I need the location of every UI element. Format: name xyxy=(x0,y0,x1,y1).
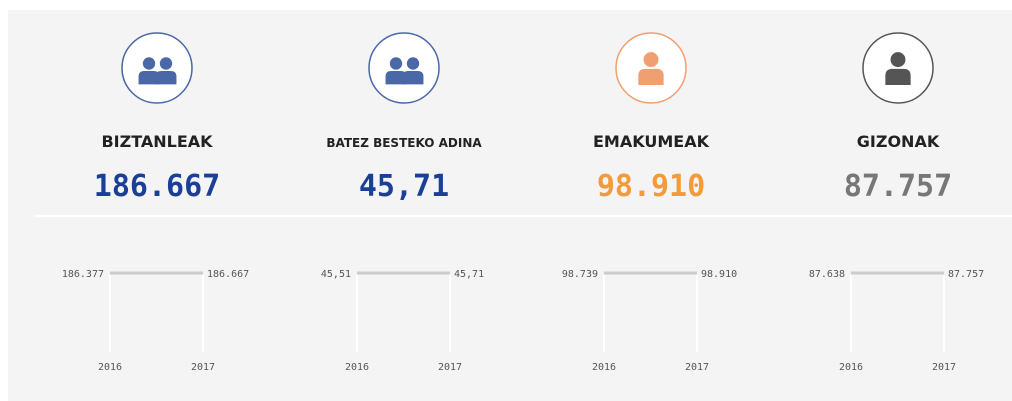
history-value: 186.667 xyxy=(207,269,249,280)
icon-body xyxy=(638,68,664,85)
icon-circle xyxy=(862,32,934,104)
card-value: 98.910 xyxy=(597,169,705,204)
card-value: 45,71 xyxy=(359,169,449,204)
icon-body xyxy=(138,71,160,85)
history-value: 186.377 xyxy=(62,269,104,280)
icon xyxy=(862,32,934,104)
history-value: 98.910 xyxy=(701,269,737,280)
history-value: 45,71 xyxy=(454,269,484,280)
icon-circle xyxy=(368,32,440,104)
icon-body xyxy=(155,71,177,85)
history-year: 2017 xyxy=(932,362,956,373)
history-year: 2017 xyxy=(191,362,215,373)
card-label: EMAKUMEAK xyxy=(593,132,710,151)
card-label: BIZTANLEAK xyxy=(101,132,213,151)
icon-body xyxy=(402,71,424,85)
history-year: 2016 xyxy=(592,362,616,373)
history-value: 87.638 xyxy=(809,269,845,280)
icon-body xyxy=(885,68,911,85)
history-value: 45,51 xyxy=(321,269,351,280)
icon-head xyxy=(643,52,659,68)
icon-head xyxy=(159,57,173,70)
icon-head xyxy=(142,57,156,70)
icon xyxy=(121,32,193,104)
card-value: 87.757 xyxy=(844,169,952,204)
history-year: 2017 xyxy=(438,362,462,373)
icon-head xyxy=(890,52,906,68)
history-year: 2016 xyxy=(839,362,863,373)
history-value: 98.739 xyxy=(562,269,598,280)
icon-circle xyxy=(121,32,193,104)
history-year: 2017 xyxy=(685,362,709,373)
icon-circle xyxy=(615,32,687,104)
icon xyxy=(615,32,687,104)
history-year: 2016 xyxy=(345,362,369,373)
card-label: GIZONAK xyxy=(857,132,940,151)
card-label: BATEZ BESTEKO ADINA xyxy=(326,136,482,150)
icon-head xyxy=(389,57,403,70)
icon xyxy=(368,32,440,104)
history-value: 87.757 xyxy=(948,269,984,280)
icon-head xyxy=(406,57,420,70)
icon-body xyxy=(385,71,407,85)
card-value: 186.667 xyxy=(94,169,220,204)
history-year: 2016 xyxy=(98,362,122,373)
